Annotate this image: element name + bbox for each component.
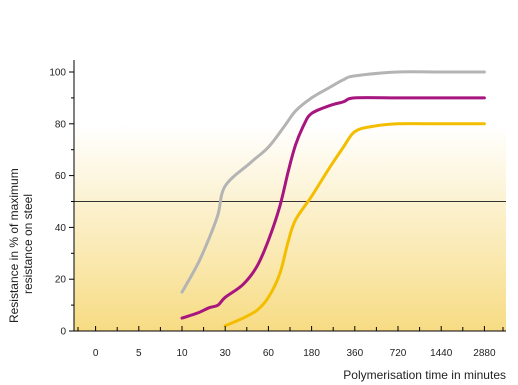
y-tick-label-20: 20 bbox=[55, 275, 67, 286]
x-tick-label-720: 720 bbox=[390, 348, 407, 359]
x-tick-label-360: 360 bbox=[346, 348, 363, 359]
x-tick-label-60: 60 bbox=[263, 348, 275, 359]
y-tick-label-60: 60 bbox=[55, 171, 67, 182]
x-tick-label-2880: 2880 bbox=[473, 348, 496, 359]
y-axis-title-line-1: Resistance in % of maximum bbox=[7, 168, 21, 323]
series-line-3 bbox=[223, 122, 486, 328]
series-line-2 bbox=[180, 96, 486, 320]
y-tick-label-100: 100 bbox=[49, 68, 66, 79]
y-axis-title-line-2: resistance on steel bbox=[21, 194, 35, 294]
y-axis-title: Resistance in % of maximum resistance on… bbox=[7, 165, 35, 323]
y-tick-label-0: 0 bbox=[60, 327, 66, 338]
x-tick-label-30: 30 bbox=[220, 348, 232, 359]
x-tick-label-180: 180 bbox=[303, 348, 320, 359]
x-axis-title: Polymerisation time in minutes bbox=[343, 368, 506, 382]
y-tick-label-80: 80 bbox=[55, 119, 67, 130]
x-tick-label-0: 0 bbox=[93, 348, 99, 359]
series-line-1 bbox=[180, 70, 486, 294]
x-tick-label-1440: 1440 bbox=[430, 348, 453, 359]
x-tick-label-10: 10 bbox=[176, 348, 188, 359]
plot-background bbox=[74, 125, 506, 331]
x-tick-label-5: 5 bbox=[136, 348, 142, 359]
y-tick-label-40: 40 bbox=[55, 223, 67, 234]
